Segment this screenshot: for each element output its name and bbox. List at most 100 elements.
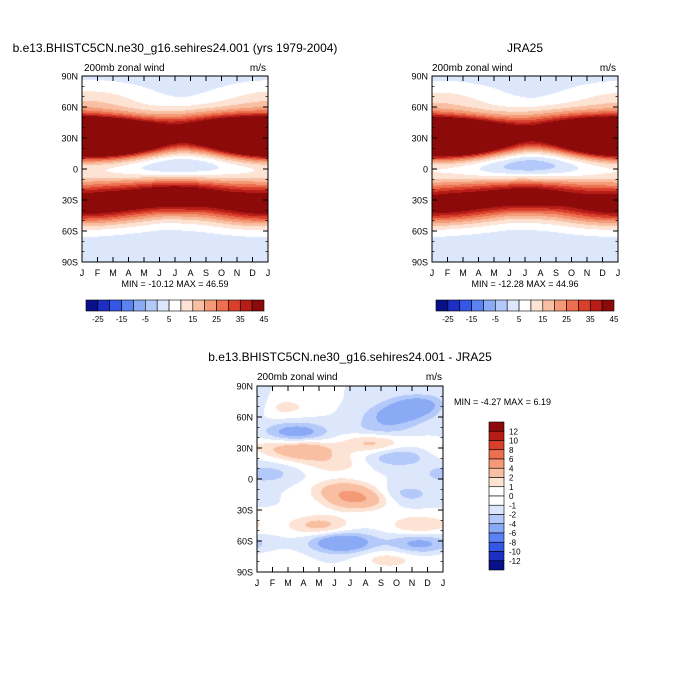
colorbar-swatch (488, 449, 505, 460)
colorbar-label: 1 (509, 483, 514, 492)
panel-jra25-left-label: 200mb zonal wind (432, 63, 513, 74)
x-tick-label: A (537, 268, 543, 278)
panel-model-title: b.e13.BHISTC5CN.ne30_g16.sehires24.001 (… (13, 41, 338, 55)
colorbar-label: -5 (492, 315, 500, 324)
colorbar-label: 5 (167, 315, 172, 324)
y-tick-label: 90S (412, 258, 428, 268)
colorbar-label: 10 (509, 437, 518, 446)
x-tick-label: M (315, 578, 323, 588)
x-tick-label: F (270, 578, 276, 588)
x-tick-label: M (459, 268, 467, 278)
y-tick-label: 60N (236, 413, 253, 423)
x-tick-label: J (523, 268, 528, 278)
colorbar-label: 25 (212, 315, 221, 324)
colorbar-swatch (251, 299, 265, 312)
colorbar-swatch (97, 299, 111, 312)
x-tick-label: J (616, 268, 621, 278)
y-tick-label: 60S (237, 537, 253, 547)
colorbar-label: 8 (509, 446, 514, 455)
colorbar-label: 2 (509, 474, 514, 483)
colorbar-swatch (542, 299, 555, 312)
colorbar-label: 35 (236, 315, 245, 324)
colorbar-label: 25 (562, 315, 571, 324)
panel-model-left-label: 200mb zonal wind (84, 63, 165, 74)
colorbar-swatch (216, 299, 229, 312)
panel-difference-title: b.e13.BHISTC5CN.ne30_g16.sehires24.001 -… (208, 350, 492, 364)
colorbar-label: -4 (509, 520, 517, 529)
colorbar-swatch (488, 486, 505, 497)
colorbar-swatch (168, 299, 182, 312)
y-tick-label: 90N (61, 72, 78, 82)
x-tick-label: J (266, 268, 271, 278)
colorbar-label: -1 (509, 501, 517, 510)
colorbar-swatch (488, 458, 505, 469)
panel-model-colorbar: -25 -15 -5 5 15 25 35 45 (85, 299, 269, 324)
colorbar-swatch (488, 467, 505, 478)
y-tick-label: 0 (248, 475, 253, 485)
panel-difference-min-max: MIN = -4.27 MAX = 6.19 (454, 397, 551, 407)
colorbar-swatch (488, 440, 505, 451)
y-tick-label: 30N (411, 134, 428, 144)
colorbar-swatch (488, 523, 505, 534)
colorbar-swatch (488, 430, 505, 441)
colorbar-swatch (459, 299, 472, 312)
colorbar-label: 15 (538, 315, 547, 324)
colorbar-swatch (239, 299, 253, 312)
x-tick-label: J (332, 578, 337, 588)
colorbar-label: -15 (466, 315, 478, 324)
x-tick-label: D (599, 268, 606, 278)
x-tick-label: S (378, 578, 384, 588)
y-tick-label: 60S (62, 227, 78, 237)
y-tick-label: 30N (236, 444, 253, 454)
y-tick-label: 0 (73, 165, 78, 175)
colorbar-swatch (554, 299, 567, 312)
panel-model-min-max: MIN = -10.12 MAX = 46.59 (121, 279, 228, 289)
colorbar-swatch (578, 299, 591, 312)
x-tick-label: J (157, 268, 162, 278)
colorbar-swatch (488, 421, 505, 432)
colorbar-swatch (488, 504, 505, 515)
colorbar-swatch (566, 299, 579, 312)
x-tick-label: A (300, 578, 306, 588)
x-tick-label: O (568, 268, 575, 278)
colorbar-swatch (156, 299, 170, 312)
colorbar-swatch (589, 299, 603, 312)
panel-model-units-label: m/s (250, 63, 266, 74)
y-tick-label: 90N (411, 72, 428, 82)
colorbar-swatch (488, 541, 505, 552)
x-tick-label: A (362, 578, 368, 588)
panel-model: b.e13.BHISTC5CN.ne30_g16.sehires24.001 (… (13, 41, 338, 324)
x-tick-label: J (441, 578, 446, 588)
panel-jra25-min-max: MIN = -12.28 MAX = 44.96 (471, 279, 578, 289)
y-tick-label: 90S (62, 258, 78, 268)
colorbar-label: 6 (509, 455, 514, 464)
colorbar-swatch (228, 299, 241, 312)
colorbar-label: -5 (142, 315, 150, 324)
colorbar-label: -6 (509, 529, 517, 538)
panel-jra25-units-label: m/s (600, 63, 616, 74)
colorbar-label: 5 (517, 315, 522, 324)
colorbar-swatch (495, 299, 508, 312)
y-tick-label: 60N (411, 103, 428, 113)
panel-jra25-contour-field (432, 76, 618, 262)
x-tick-label: S (553, 268, 559, 278)
x-tick-label: O (393, 578, 400, 588)
colorbar-swatch (85, 299, 99, 312)
x-tick-label: F (95, 268, 101, 278)
colorbar-label: 4 (509, 464, 514, 473)
y-tick-label: 30S (237, 506, 253, 516)
colorbar-swatch (530, 299, 544, 312)
colorbar-swatch (471, 299, 484, 312)
colorbar-label: -25 (442, 315, 454, 324)
panel-difference: b.e13.BHISTC5CN.ne30_g16.sehires24.001 -… (208, 350, 551, 588)
colorbar-label: -8 (509, 538, 517, 547)
colorbar-label: 12 (509, 427, 518, 436)
x-tick-label: M (109, 268, 117, 278)
x-tick-label: A (125, 268, 131, 278)
colorbar-swatch (488, 551, 505, 562)
x-tick-label: D (249, 268, 256, 278)
x-tick-label: J (348, 578, 353, 588)
panel-difference-left-label: 200mb zonal wind (257, 372, 338, 383)
colorbar-swatch (109, 299, 122, 312)
